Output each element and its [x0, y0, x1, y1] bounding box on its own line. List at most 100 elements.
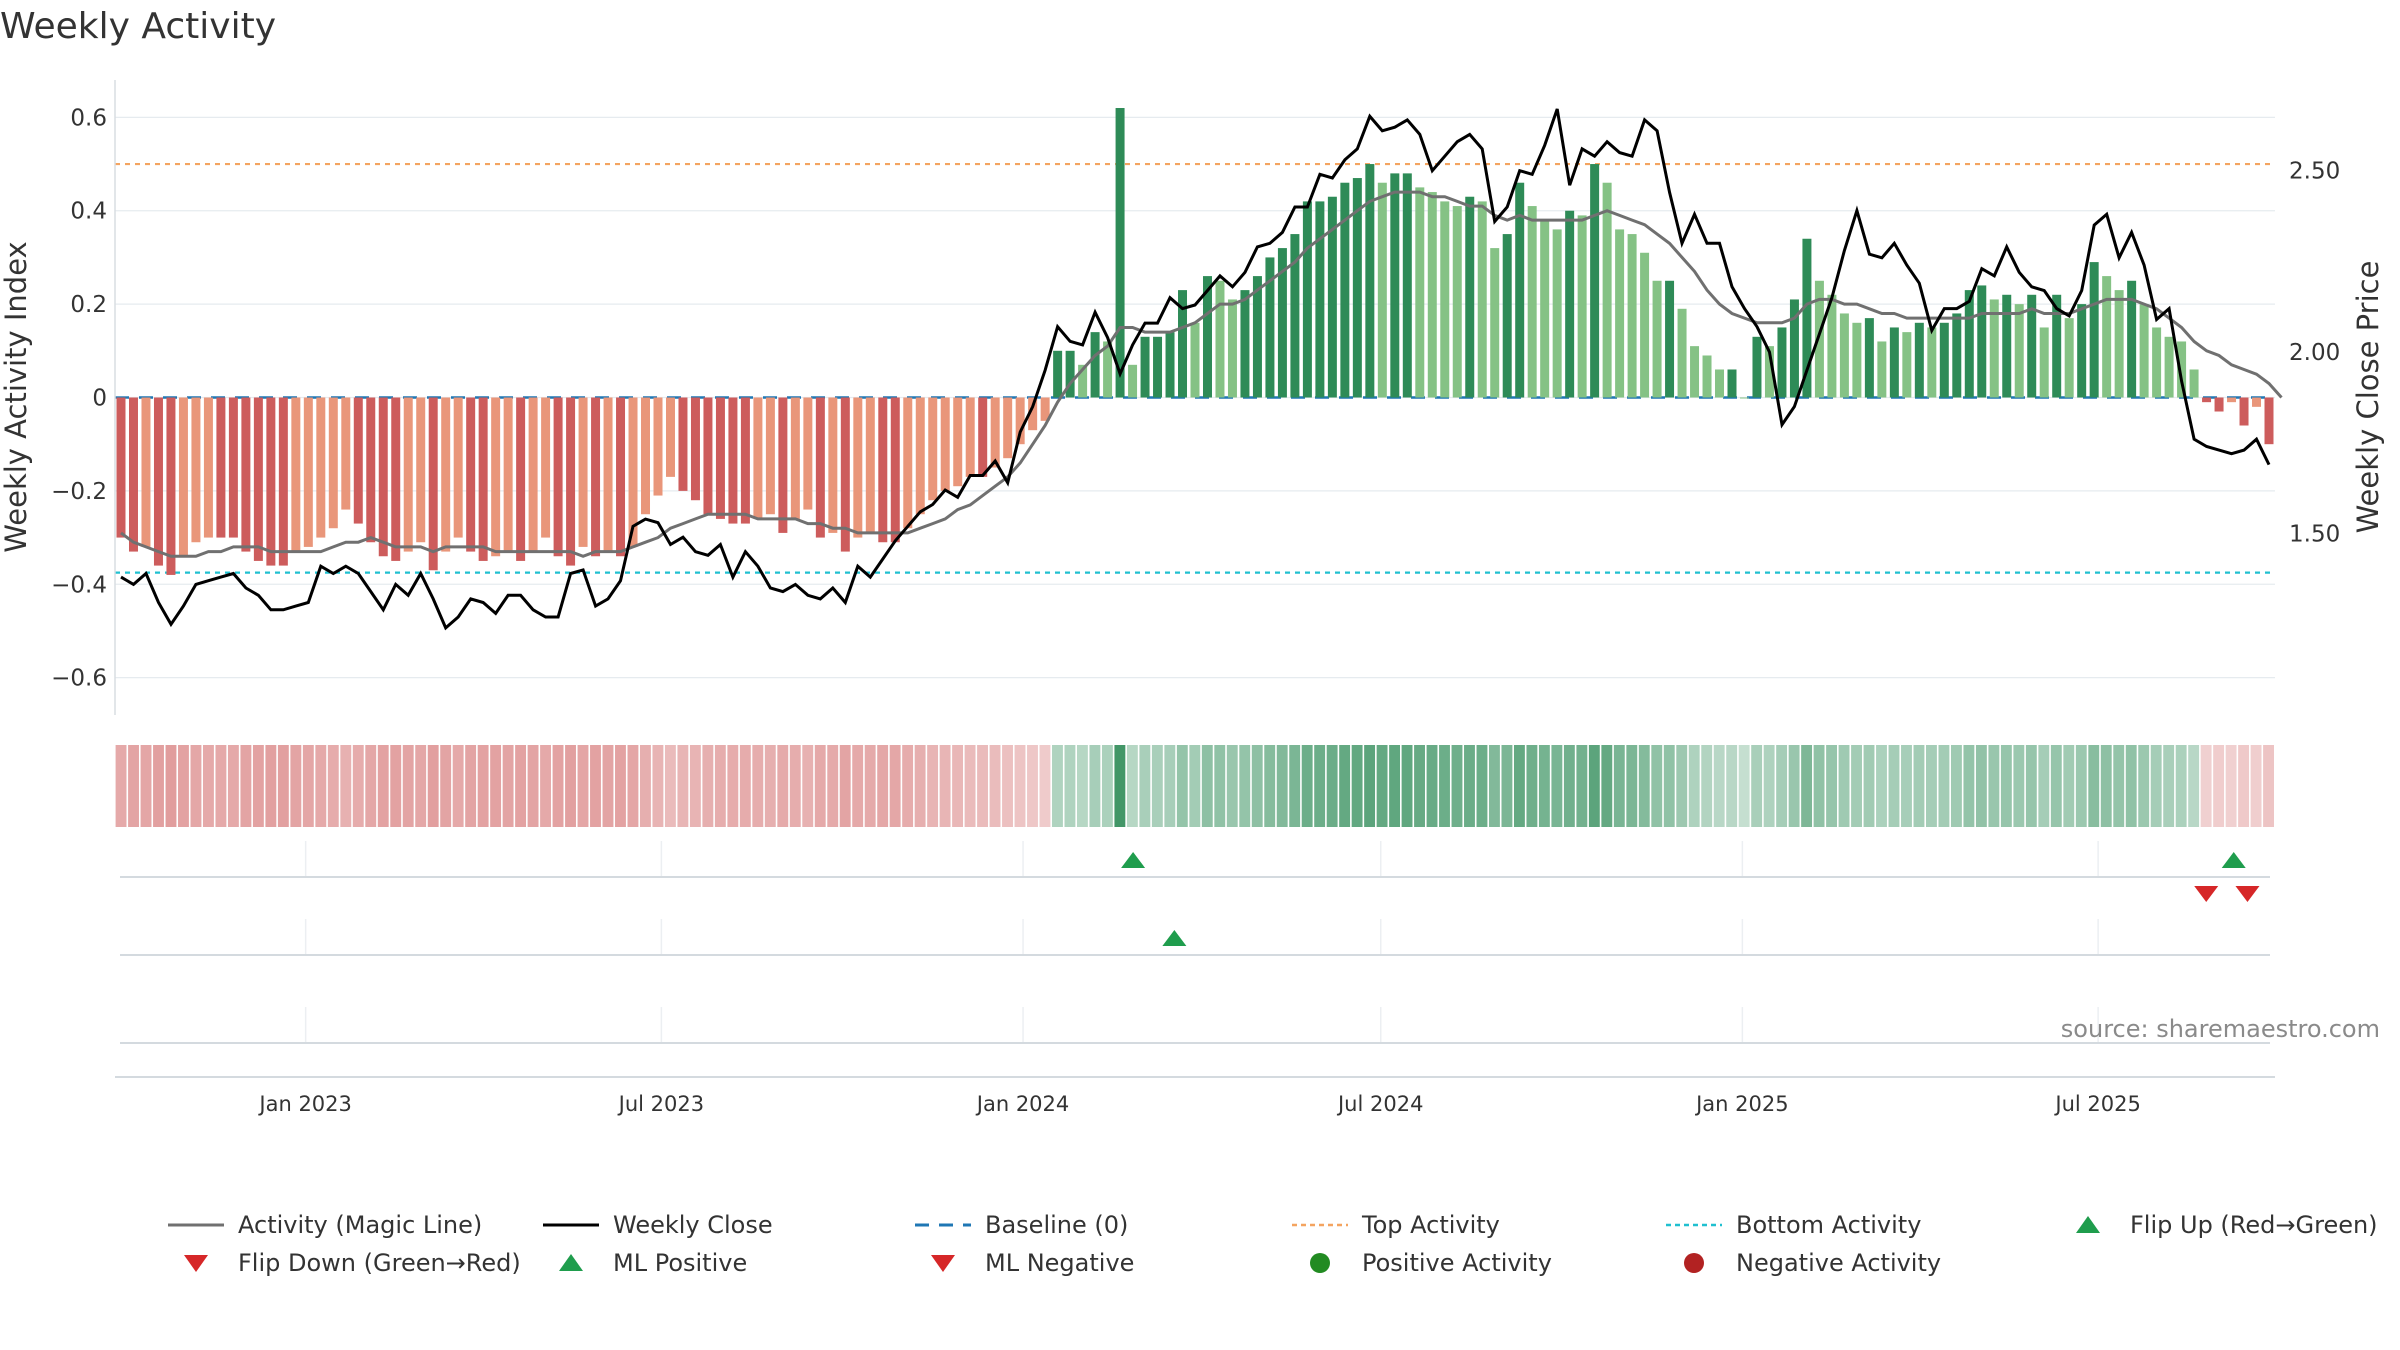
- signal-up-marker: [2221, 852, 2246, 868]
- activity-bar: [1839, 313, 1849, 398]
- activity-bar: [328, 397, 338, 529]
- strip-cell: [1189, 745, 1201, 827]
- y-left-tick-label-3: 0: [92, 386, 107, 412]
- strip-cell: [1950, 745, 1962, 827]
- activity-bar: [441, 397, 451, 552]
- activity-bar: [128, 397, 138, 552]
- strip-cell: [739, 745, 751, 827]
- legend-swatch: [1310, 1253, 1330, 1273]
- legend-item-bottom: Bottom Activity: [1666, 1211, 1921, 1239]
- activity-bar: [1003, 397, 1013, 459]
- activity-bar: [1290, 234, 1300, 398]
- legend-label: Weekly Close: [613, 1211, 773, 1239]
- strip-cell: [1801, 745, 1813, 827]
- activity-bar: [1128, 364, 1138, 398]
- strip-cell: [2238, 745, 2250, 827]
- strip-cell: [1975, 745, 1987, 827]
- activity-bar: [828, 397, 838, 533]
- legend-item-negact: Negative Activity: [1684, 1249, 1941, 1277]
- signal-up-marker: [1121, 852, 1146, 868]
- strip-cell: [252, 745, 264, 827]
- strip-cell: [939, 745, 951, 827]
- activity-bar: [1377, 182, 1387, 398]
- strip-cell: [502, 745, 514, 827]
- strip-cell: [1301, 745, 1313, 827]
- activity-bar: [553, 397, 563, 557]
- signal-up-marker: [1162, 930, 1187, 946]
- x-tick-label-0: Jan 2023: [257, 1092, 352, 1116]
- activity-bar: [715, 397, 725, 519]
- activity-bar: [1952, 313, 1962, 398]
- activity-bar: [216, 397, 226, 538]
- legend-swatch: [2076, 1216, 2100, 1233]
- x-tick-label-3: Jul 2024: [1336, 1092, 1423, 1116]
- legend-swatch: [184, 1255, 208, 1272]
- y-left-tick-label-1: 0.4: [70, 199, 107, 225]
- strip-cell: [1663, 745, 1675, 827]
- activity-bar: [1964, 290, 1974, 398]
- activity-bar: [166, 397, 176, 575]
- strip-cell: [1239, 745, 1251, 827]
- strip-cell: [490, 745, 502, 827]
- activity-bar: [1977, 285, 1987, 398]
- strip-cell: [664, 745, 676, 827]
- strip-cell: [1251, 745, 1263, 827]
- strip-cell: [277, 745, 289, 827]
- signal-rows: [115, 841, 2275, 1078]
- activity-bar: [1090, 332, 1100, 398]
- strip-cell: [1439, 745, 1450, 827]
- strip-cell: [1613, 745, 1625, 827]
- strip-cell: [315, 745, 327, 827]
- activity-bar: [1615, 229, 1625, 398]
- chart-title: Weekly Activity: [0, 6, 276, 47]
- strip-cell: [1139, 745, 1151, 827]
- strip-cell: [1114, 745, 1126, 827]
- strip-cell: [178, 745, 189, 827]
- strip-cell: [1676, 745, 1688, 827]
- activity-bar: [1465, 196, 1475, 398]
- activity-bar: [2239, 397, 2249, 426]
- activity-bar: [341, 397, 351, 510]
- strip-cell: [2088, 745, 2100, 827]
- strip-cell: [652, 745, 664, 827]
- strip-cell: [140, 745, 152, 827]
- strip-cell: [1938, 745, 1950, 827]
- strip-cell: [165, 745, 177, 827]
- strip-cell: [577, 745, 589, 827]
- strip-cell: [1039, 745, 1051, 827]
- activity-bar: [878, 397, 888, 543]
- activity-bar: [278, 397, 288, 566]
- strip-cell: [2250, 745, 2262, 827]
- strip-cell: [302, 745, 314, 827]
- strip-cell: [290, 745, 302, 827]
- strip-cell: [552, 745, 564, 827]
- legend-item-baseline: Baseline (0): [915, 1211, 1128, 1239]
- strip-cell: [1788, 745, 1800, 827]
- activity-bar: [1178, 290, 1188, 398]
- strip-cell: [2000, 745, 2012, 827]
- strip-cell: [1014, 745, 1026, 827]
- strip-cell: [2263, 745, 2274, 827]
- strip-cell: [153, 745, 164, 827]
- activity-bar: [453, 397, 463, 538]
- activity-bar: [391, 397, 401, 561]
- strip-cell: [914, 745, 926, 827]
- activity-bar: [228, 397, 238, 538]
- activity-bar: [1140, 336, 1150, 398]
- activity-bar: [2077, 304, 2087, 398]
- activity-bar: [665, 397, 675, 477]
- activity-bar: [1802, 238, 1812, 398]
- activity-bar: [765, 397, 775, 515]
- strip-cell: [1776, 745, 1788, 827]
- activity-bar: [203, 397, 213, 538]
- strip-cell: [240, 745, 252, 827]
- activity-bar: [491, 397, 501, 557]
- strip-cell: [1963, 745, 1975, 827]
- activity-bar: [578, 397, 588, 547]
- y-left-tick-label-6: −0.6: [51, 666, 107, 692]
- strip-cell: [1538, 745, 1550, 827]
- activity-bar: [1215, 280, 1225, 398]
- y-left-tick-label-2: 0.2: [70, 292, 107, 318]
- strip-cell: [1414, 745, 1425, 827]
